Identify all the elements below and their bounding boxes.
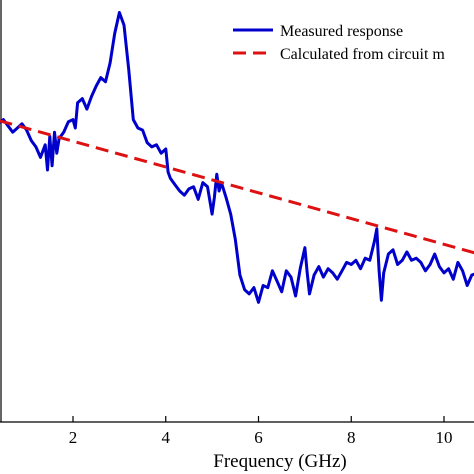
x-axis-label: Frequency (GHz)	[213, 451, 346, 472]
x-axis-ticks: 2 4 6 8 10	[69, 416, 453, 447]
legend-label-calculated: Calculated from circuit m	[280, 46, 445, 63]
x-tick-label-8: 8	[347, 428, 356, 447]
series-line-measured	[0, 11, 474, 304]
x-tick-label-6: 6	[254, 428, 263, 447]
x-tick-label-4: 4	[162, 428, 171, 447]
series-layer	[0, 11, 474, 304]
legend-label-measured: Measured response	[280, 23, 403, 40]
x-tick-label-10: 10	[436, 428, 453, 447]
legend: Measured response Calculated from circui…	[233, 23, 445, 63]
series-line-calculated	[0, 119, 474, 255]
x-tick-label-2: 2	[69, 428, 78, 447]
